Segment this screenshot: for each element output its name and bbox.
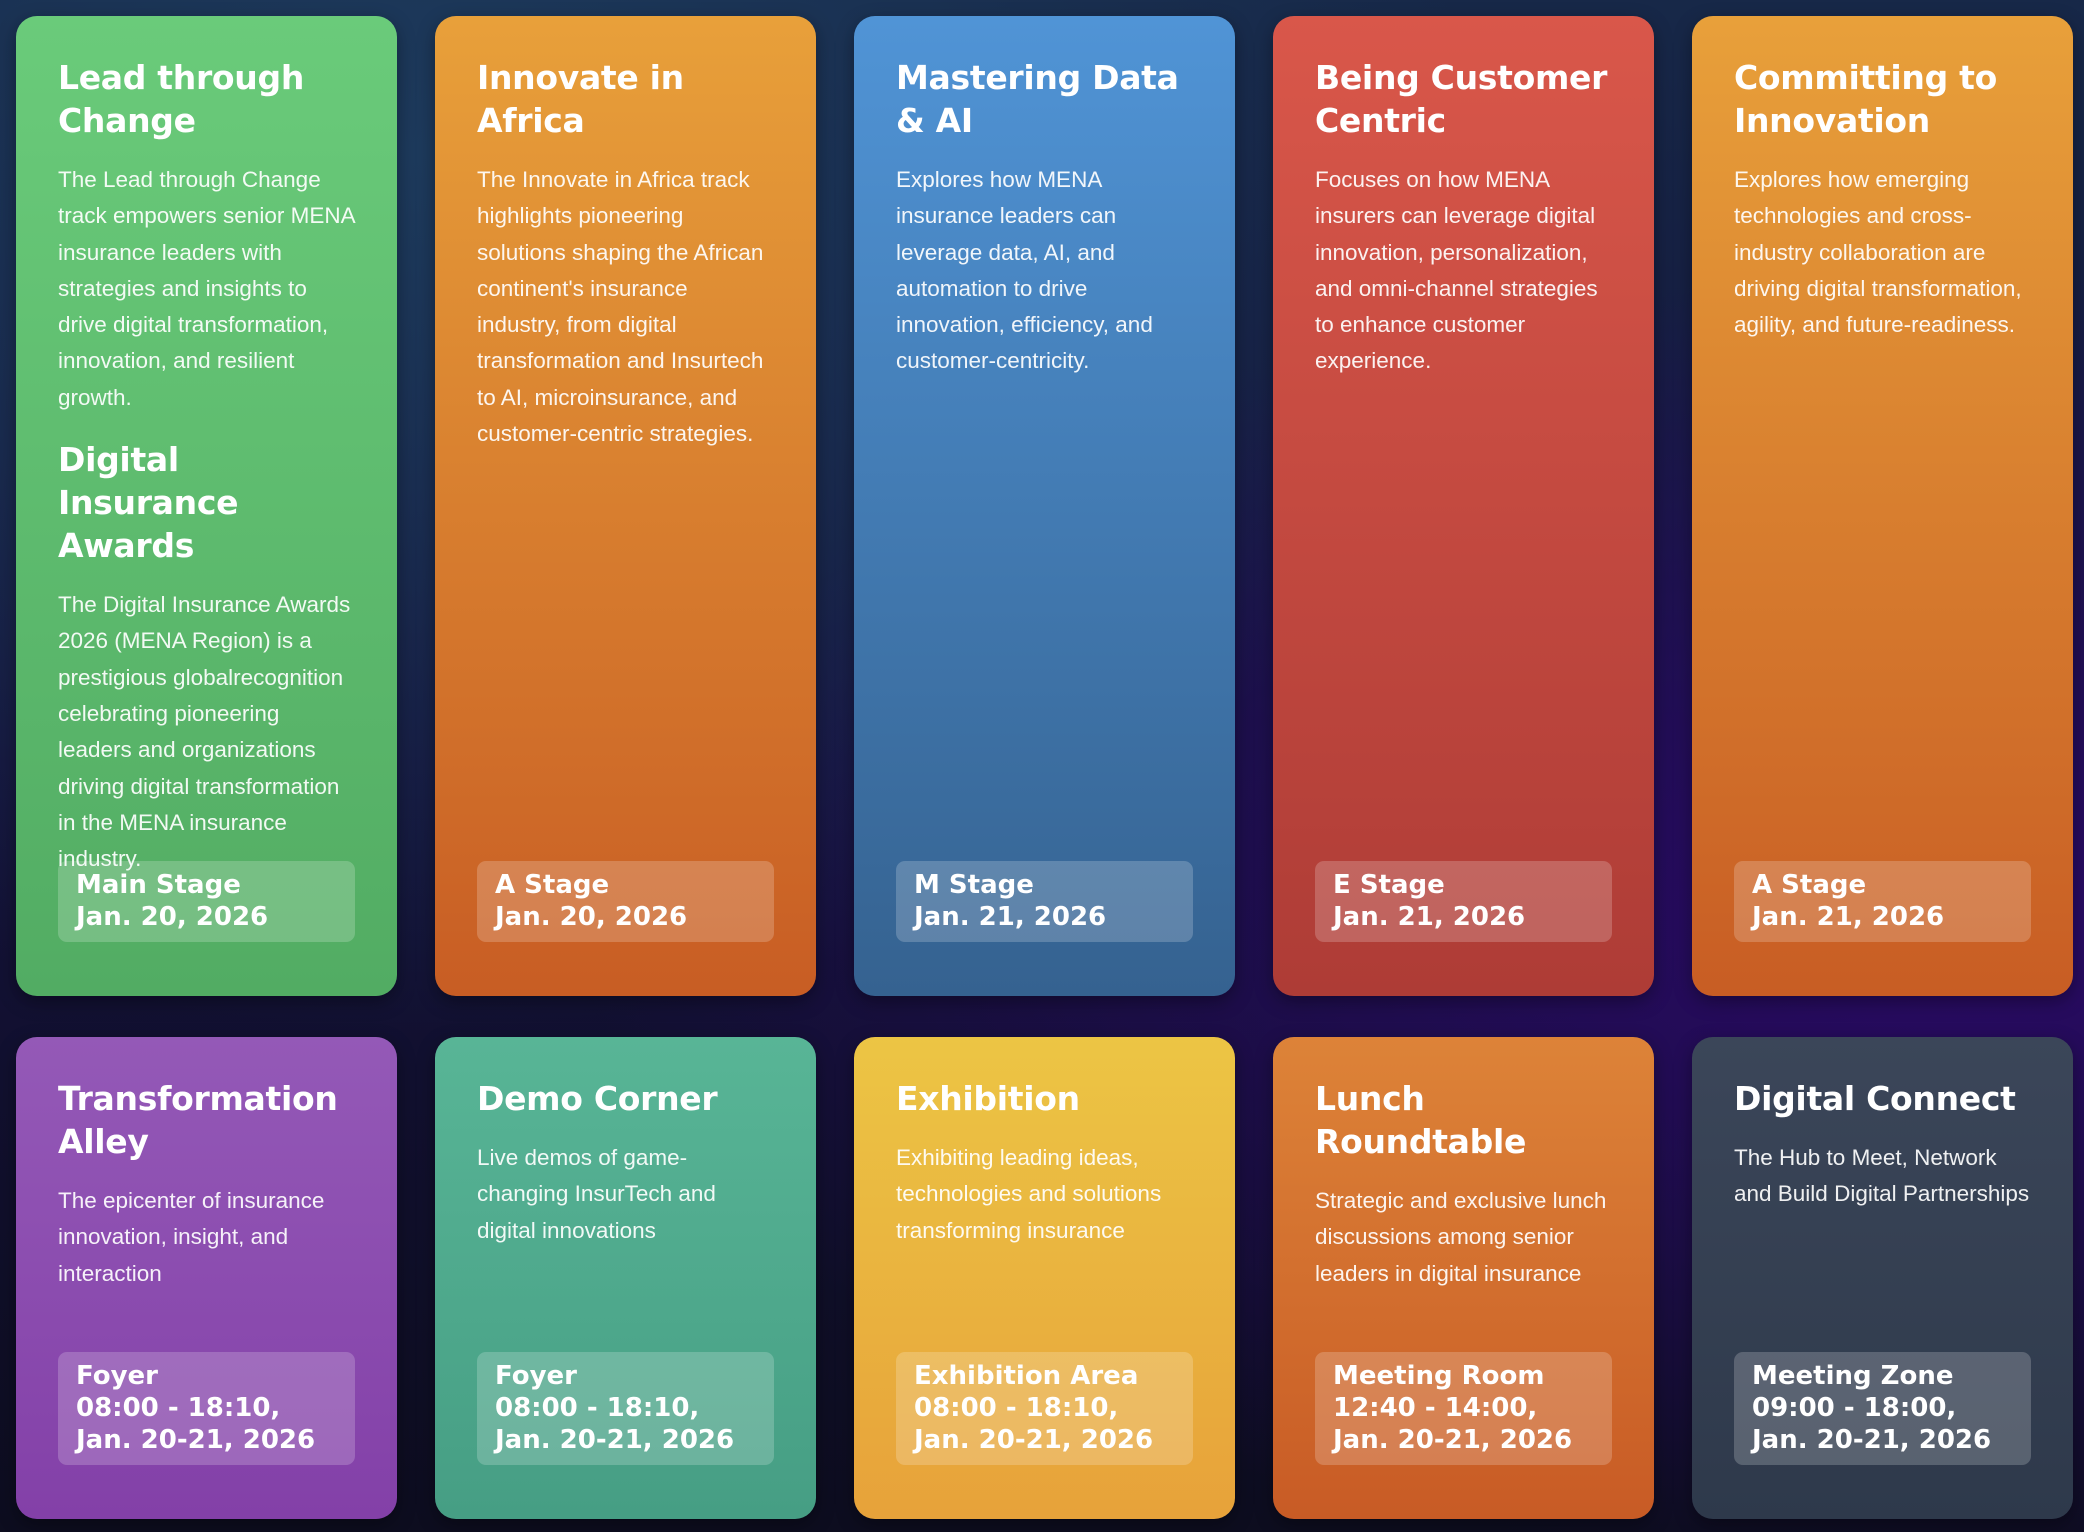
card-description: Live demos of game-changing InsurTech an… [477, 1145, 716, 1243]
date-label: Jan. 21, 2026 [1752, 902, 1945, 932]
card-title: Being Customer Centric [1315, 58, 1608, 140]
date-label: Jan. 20-21, 2026 [1333, 1425, 1573, 1455]
time-label: 08:00 - 18:10, [914, 1393, 1119, 1423]
card-subdescription: The Digital Insurance Awards 2026 (MENA … [58, 592, 351, 872]
card-description: Focuses on how MENA insurers can leverag… [1315, 167, 1598, 374]
track-card-mastering-data-ai[interactable]: Mastering Data & AI Explores how MENA in… [854, 16, 1235, 996]
card-description: The Lead through Change track empowers s… [58, 167, 355, 410]
area-card-transformation-alley[interactable]: Transformation Alley The epicenter of in… [16, 1037, 397, 1519]
track-card-innovate-in-africa[interactable]: Innovate in Africa The Innovate in Afric… [435, 16, 816, 996]
card-description: The epicenter of insurance innovation, i… [58, 1188, 325, 1286]
venue-label: Foyer [495, 1361, 577, 1391]
date-label: Jan. 20-21, 2026 [1752, 1425, 1992, 1455]
area-card-demo-corner[interactable]: Demo Corner Live demos of game-changing … [435, 1037, 816, 1519]
card-description: The Innovate in Africa track highlights … [477, 167, 764, 447]
date-label: Jan. 20-21, 2026 [914, 1425, 1154, 1455]
venue-label: A Stage [1752, 870, 1867, 900]
card-description: Exhibiting leading ideas, technologies a… [896, 1145, 1162, 1243]
date-label: Jan. 21, 2026 [914, 902, 1107, 932]
venue-badge: A Stage Jan. 21, 2026 [1734, 861, 2031, 942]
date-label: Jan. 20-21, 2026 [76, 1425, 316, 1455]
date-label: Jan. 21, 2026 [1333, 902, 1526, 932]
time-label: 08:00 - 18:10, [495, 1393, 700, 1423]
card-description: Strategic and exclusive lunch discussion… [1315, 1188, 1607, 1286]
date-label: Jan. 20, 2026 [495, 902, 688, 932]
area-card-exhibition[interactable]: Exhibition Exhibiting leading ideas, tec… [854, 1037, 1235, 1519]
area-card-digital-connect[interactable]: Digital Connect The Hub to Meet, Network… [1692, 1037, 2073, 1519]
date-label: Jan. 20, 2026 [76, 902, 269, 932]
card-subtitle: Digital Insurance Awards [58, 440, 239, 566]
venue-badge: A Stage Jan. 20, 2026 [477, 861, 774, 942]
card-title: Demo Corner [477, 1079, 718, 1118]
card-title: Lead through Change [58, 58, 305, 140]
track-grid: Lead through Change The Lead through Cha… [16, 16, 2073, 1519]
venue-label: Meeting Zone [1752, 1361, 1954, 1391]
venue-badge: Foyer 08:00 - 18:10, Jan. 20-21, 2026 [58, 1352, 355, 1465]
venue-label: Foyer [76, 1361, 158, 1391]
venue-badge: Meeting Zone 09:00 - 18:00, Jan. 20-21, … [1734, 1352, 2031, 1465]
card-title: Transformation Alley [58, 1079, 338, 1161]
card-title: Exhibition [896, 1079, 1080, 1118]
venue-label: Main Stage [76, 870, 241, 900]
venue-label: Exhibition Area [914, 1361, 1139, 1391]
date-label: Jan. 20-21, 2026 [495, 1425, 735, 1455]
venue-badge: Meeting Room 12:40 - 14:00, Jan. 20-21, … [1315, 1352, 1612, 1465]
time-label: 08:00 - 18:10, [76, 1393, 281, 1423]
card-title: Innovate in Africa [477, 58, 684, 140]
track-card-being-customer-centric[interactable]: Being Customer Centric Focuses on how ME… [1273, 16, 1654, 996]
time-label: 12:40 - 14:00, [1333, 1393, 1538, 1423]
card-title: Mastering Data & AI [896, 58, 1179, 140]
venue-badge: M Stage Jan. 21, 2026 [896, 861, 1193, 942]
venue-badge: Foyer 08:00 - 18:10, Jan. 20-21, 2026 [477, 1352, 774, 1465]
card-title: Lunch Roundtable [1315, 1079, 1527, 1161]
time-label: 09:00 - 18:00, [1752, 1393, 1957, 1423]
card-description: The Hub to Meet, Network and Build Digit… [1734, 1145, 2030, 1207]
track-card-committing-to-innovation[interactable]: Committing to Innovation Explores how em… [1692, 16, 2073, 996]
card-title: Committing to Innovation [1734, 58, 1997, 140]
venue-label: Meeting Room [1333, 1361, 1545, 1391]
venue-badge: Exhibition Area 08:00 - 18:10, Jan. 20-2… [896, 1352, 1193, 1465]
venue-label: A Stage [495, 870, 610, 900]
card-description: Explores how MENA insurance leaders can … [896, 167, 1153, 374]
card-title: Digital Connect [1734, 1079, 2016, 1118]
area-card-lunch-roundtable[interactable]: Lunch Roundtable Strategic and exclusive… [1273, 1037, 1654, 1519]
venue-badge: Main Stage Jan. 20, 2026 [58, 861, 355, 942]
venue-badge: E Stage Jan. 21, 2026 [1315, 861, 1612, 942]
track-card-lead-through-change[interactable]: Lead through Change The Lead through Cha… [16, 16, 397, 996]
venue-label: M Stage [914, 870, 1034, 900]
card-description: Explores how emerging technologies and c… [1734, 167, 2022, 338]
venue-label: E Stage [1333, 870, 1445, 900]
